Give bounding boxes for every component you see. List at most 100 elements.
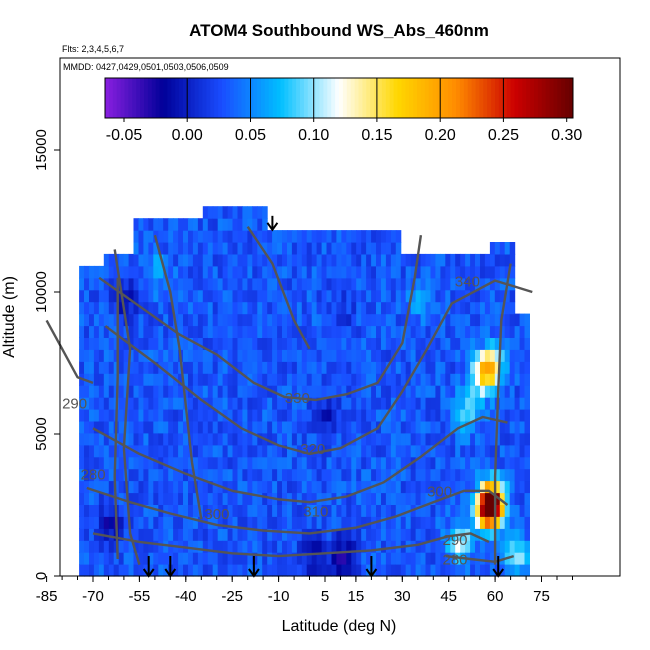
- heatmap-cell: [242, 230, 248, 243]
- heatmap-cell: [143, 480, 149, 494]
- heatmap-cell: [371, 385, 377, 398]
- heatmap-cell: [212, 289, 219, 303]
- heatmap-cell: [98, 504, 105, 517]
- heatmap-cell: [212, 253, 219, 267]
- contour-label: 290: [443, 532, 468, 549]
- heatmap-cell: [212, 242, 219, 255]
- heatmap-cell: [287, 564, 293, 577]
- heatmap-cell: [98, 373, 105, 386]
- heatmap-cell: [514, 373, 521, 386]
- heatmap-cell: [440, 361, 446, 374]
- heatmap-cell: [336, 432, 342, 446]
- heatmap-cell: [306, 492, 313, 505]
- heatmap-cell: [103, 325, 110, 338]
- heatmap-cell: [445, 504, 451, 517]
- heatmap-cell: [257, 552, 263, 565]
- heatmap-cell: [336, 516, 342, 529]
- heatmap-cell: [202, 468, 209, 482]
- heatmap-cell: [163, 230, 169, 243]
- heatmap-cell: [148, 528, 154, 541]
- heatmap-cell: [183, 325, 189, 338]
- heatmap-cell: [252, 420, 258, 434]
- heatmap-cell: [108, 373, 115, 386]
- heatmap-cell: [514, 492, 521, 505]
- contour-line: [113, 277, 119, 560]
- heatmap-cell: [381, 265, 387, 279]
- heatmap-cell: [188, 540, 194, 553]
- heatmap-cell: [207, 504, 214, 517]
- heatmap-cell: [405, 492, 412, 505]
- heatmap-cell: [361, 301, 367, 315]
- heatmap-cell: [168, 444, 174, 458]
- heatmap-cell: [326, 313, 332, 327]
- heatmap-cell: [371, 373, 377, 386]
- heatmap-cell: [267, 480, 273, 494]
- heatmap-cell: [163, 480, 169, 494]
- heatmap-cell: [465, 313, 471, 327]
- heatmap-cell: [128, 516, 135, 529]
- heatmap-cell: [390, 301, 397, 315]
- heatmap-cell: [272, 444, 278, 458]
- heatmap-cell: [341, 409, 347, 422]
- heatmap-cell: [197, 361, 204, 374]
- heatmap-cell: [89, 552, 95, 565]
- heatmap-cell: [405, 528, 412, 541]
- colorbar-swatch: [253, 78, 258, 118]
- heatmap-cell: [188, 361, 194, 374]
- heatmap-cell: [178, 504, 184, 517]
- heatmap-cell: [341, 528, 347, 541]
- heatmap-cell: [484, 480, 491, 494]
- heatmap-cell: [331, 325, 337, 338]
- heatmap-cell: [183, 277, 189, 291]
- heatmap-cell: [257, 242, 263, 255]
- heatmap-cell: [331, 432, 337, 446]
- heatmap-cell: [326, 504, 332, 517]
- heatmap-cell: [480, 432, 486, 446]
- heatmap-cell: [376, 492, 382, 505]
- heatmap-cell: [93, 504, 100, 517]
- heatmap-cell: [410, 432, 417, 446]
- heatmap-cell: [430, 325, 436, 338]
- heatmap-cell: [321, 540, 328, 553]
- heatmap-cell: [79, 337, 85, 350]
- heatmap-cell: [143, 325, 149, 338]
- heatmap-cell: [326, 325, 332, 338]
- heatmap-cell: [514, 397, 521, 410]
- heatmap-cell: [331, 385, 337, 398]
- heatmap-cell: [465, 504, 471, 517]
- heatmap-cell: [450, 504, 456, 517]
- heatmap-cell: [356, 242, 362, 255]
- heatmap-cell: [143, 397, 149, 410]
- heatmap-cell: [514, 516, 521, 529]
- heatmap-cell: [371, 349, 377, 362]
- heatmap-cell: [257, 492, 263, 505]
- heatmap-cell: [306, 313, 313, 327]
- heatmap-cell: [252, 516, 258, 529]
- heatmap-cell: [489, 301, 496, 315]
- heatmap-cell: [257, 456, 263, 470]
- heatmap-cell: [217, 242, 224, 255]
- heatmap-cell: [410, 492, 417, 505]
- heatmap-cell: [123, 456, 130, 470]
- colorbar-swatch: [249, 78, 254, 118]
- heatmap-cell: [440, 337, 446, 350]
- heatmap-cell: [301, 397, 308, 410]
- colorbar-swatch: [522, 78, 527, 118]
- heatmap-cell: [108, 420, 115, 434]
- heatmap-cell: [430, 361, 436, 374]
- heatmap-cell: [282, 337, 288, 350]
- heatmap-cell: [118, 540, 125, 553]
- heatmap-cell: [475, 480, 481, 494]
- heatmap-cell: [341, 265, 347, 279]
- heatmap-cell: [93, 397, 100, 410]
- heatmap-cell: [351, 456, 357, 470]
- heatmap-cell: [366, 349, 372, 362]
- heatmap-cell: [346, 325, 352, 338]
- heatmap-cell: [366, 516, 372, 529]
- heatmap-cell: [326, 540, 332, 553]
- heatmap-cell: [361, 409, 367, 422]
- heatmap-cell: [460, 397, 466, 410]
- heatmap-cell: [237, 516, 243, 529]
- heatmap-cell: [232, 325, 238, 338]
- heatmap-cell: [366, 540, 372, 553]
